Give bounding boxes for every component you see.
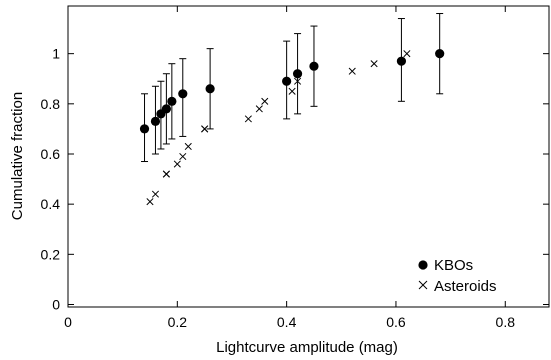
- kbo-marker: [205, 84, 215, 94]
- y-tick-label: 0.6: [41, 146, 61, 162]
- asteroid-marker: [201, 125, 209, 133]
- asteroid-marker: [255, 105, 263, 113]
- kbo-point: [309, 25, 319, 107]
- kbo-marker: [161, 104, 171, 114]
- asteroid-marker: [294, 77, 302, 85]
- kbo-marker: [292, 69, 303, 79]
- series-kbos: [139, 13, 445, 163]
- plot-frame: [67, 5, 550, 308]
- kbo-point: [435, 13, 445, 95]
- asteroid-marker: [288, 87, 296, 95]
- kbo-marker: [396, 56, 407, 66]
- asteroid-marker: [162, 170, 170, 178]
- kbo-point: [150, 85, 161, 155]
- kbo-marker: [435, 49, 445, 59]
- kbo-point: [205, 48, 215, 130]
- kbo-point: [139, 93, 150, 163]
- legend-asteroid-marker: [418, 280, 428, 290]
- kbo-marker: [139, 124, 150, 134]
- y-tick-label: 0.8: [41, 96, 61, 112]
- asteroid-marker: [184, 142, 192, 151]
- asteroid-marker: [370, 60, 378, 68]
- y-tick-label: 0: [52, 296, 60, 312]
- asteroid-marker: [179, 152, 187, 161]
- x-axis-label: Lightcurve amplitude (mag): [216, 339, 398, 356]
- series-asteroids: [146, 50, 411, 206]
- legend-kbo-label: KBOs: [434, 257, 473, 274]
- x-tick-label: 0.8: [496, 314, 516, 330]
- asteroid-marker: [173, 160, 181, 168]
- y-tick-label: 0.2: [41, 246, 61, 262]
- y-axis-ticks: 0 0.2 0.4 0.6 0.8 1: [41, 46, 549, 312]
- y-axis-label: Cumulative fraction: [9, 92, 26, 220]
- kbo-point: [167, 63, 177, 140]
- y-tick-label: 1: [52, 46, 60, 62]
- asteroid-marker: [403, 50, 411, 58]
- kbo-point: [282, 40, 292, 120]
- kbo-marker: [150, 116, 161, 126]
- x-tick-label: 0.2: [168, 314, 188, 330]
- legend-asteroid-label: Asteroids: [434, 278, 497, 295]
- x-axis-ticks: 0 0.2 0.4 0.6 0.8: [64, 6, 515, 330]
- kbo-marker: [282, 76, 292, 86]
- kbo-marker: [309, 61, 319, 71]
- x-tick-label: 0: [64, 314, 72, 330]
- kbo-marker: [178, 89, 188, 99]
- kbo-point: [396, 18, 407, 102]
- kbo-point: [156, 80, 166, 150]
- x-tick-label: 0.4: [277, 314, 297, 330]
- kbo-point: [178, 58, 188, 137]
- kbo-point: [161, 73, 171, 145]
- asteroid-marker: [146, 198, 154, 206]
- kbo-point: [292, 33, 303, 115]
- asteroid-marker: [261, 97, 269, 105]
- y-tick-label: 0.4: [41, 196, 61, 212]
- x-tick-label: 0.6: [386, 314, 406, 330]
- legend-kbo-marker: [418, 260, 428, 270]
- kbo-marker: [167, 96, 177, 106]
- asteroid-marker: [348, 67, 356, 75]
- asteroid-marker: [151, 190, 160, 198]
- asteroid-marker: [244, 115, 252, 123]
- legend: KBOs Asteroids: [418, 257, 497, 295]
